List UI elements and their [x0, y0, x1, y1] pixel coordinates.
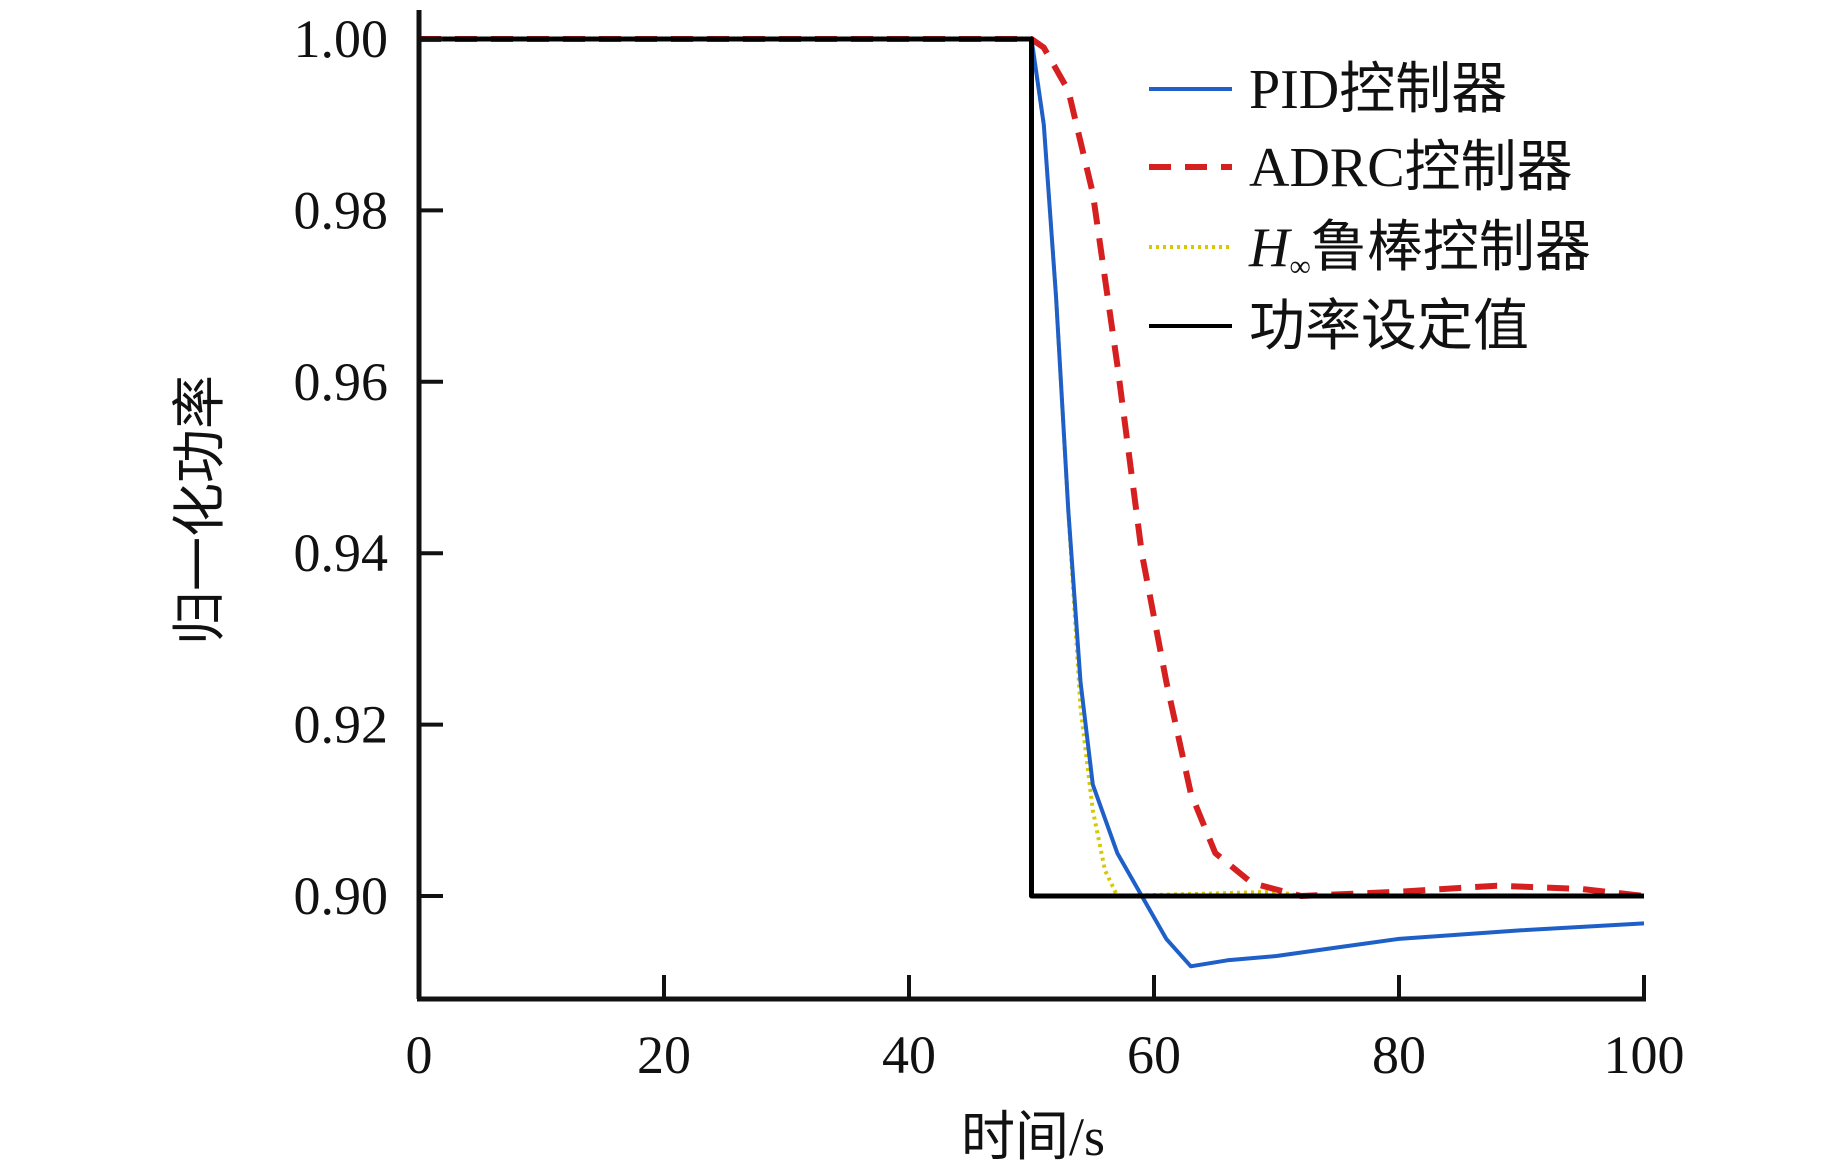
legend-label-2: H∞鲁棒控制器	[1248, 217, 1591, 283]
legend-label-3: 功率设定值	[1249, 296, 1529, 358]
series-layer	[419, 36, 1645, 969]
series-line-1	[419, 36, 1645, 899]
y-tick-label: 0.90	[294, 866, 389, 926]
series-line-2	[419, 37, 1644, 898]
y-axis-label: 归一化功率	[170, 375, 230, 645]
x-tick-label: 80	[1372, 1025, 1426, 1085]
y-tick-label: 0.98	[294, 180, 389, 240]
x-tick-label: 0	[406, 1025, 433, 1085]
legend-label-1: ADRC控制器	[1249, 137, 1573, 199]
x-axis-label: 时间/s	[961, 1107, 1105, 1167]
y-tick-label: 0.94	[294, 523, 389, 583]
y-tick-label: 1.00	[294, 9, 389, 69]
x-tick-label: 40	[882, 1025, 936, 1085]
y-tick-label: 0.96	[294, 352, 389, 412]
x-tick-label: 100	[1604, 1025, 1685, 1085]
x-tick-label: 60	[1127, 1025, 1181, 1085]
x-tick-label: 20	[637, 1025, 691, 1085]
legend-label-0: PID控制器	[1249, 59, 1507, 121]
y-tick-label: 0.92	[294, 695, 389, 755]
series-line-3	[419, 36, 1644, 899]
axes: 0 20 40 60 80 100 0.90 0.92 0.94 0.96 0.98 1.00	[294, 9, 1685, 1085]
